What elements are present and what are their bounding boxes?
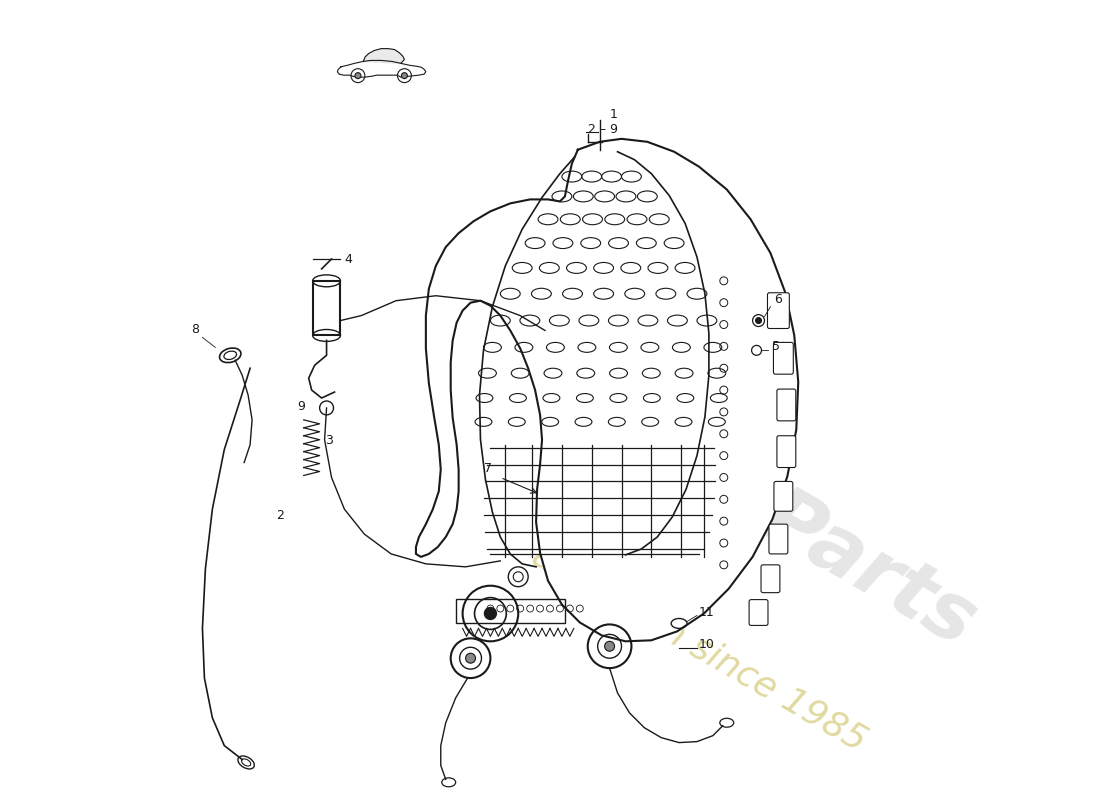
Circle shape xyxy=(465,654,475,663)
Circle shape xyxy=(484,607,496,619)
Text: a passion since 1985: a passion since 1985 xyxy=(526,538,872,758)
FancyBboxPatch shape xyxy=(774,482,793,511)
FancyBboxPatch shape xyxy=(777,436,795,467)
Circle shape xyxy=(402,73,407,78)
Text: 9: 9 xyxy=(297,400,305,413)
Text: 4: 4 xyxy=(344,253,352,266)
Text: 1: 1 xyxy=(609,107,617,121)
Text: 11: 11 xyxy=(698,606,715,619)
Text: 3: 3 xyxy=(326,434,333,446)
Bar xyxy=(455,598,565,623)
Text: 2 – 9: 2 – 9 xyxy=(587,123,618,136)
Bar xyxy=(312,281,341,335)
Text: 8: 8 xyxy=(191,323,199,337)
FancyBboxPatch shape xyxy=(769,524,788,554)
FancyBboxPatch shape xyxy=(761,565,780,593)
FancyBboxPatch shape xyxy=(768,293,790,329)
FancyBboxPatch shape xyxy=(749,600,768,626)
FancyBboxPatch shape xyxy=(773,342,793,374)
Text: 7: 7 xyxy=(484,462,493,474)
Text: 10: 10 xyxy=(698,638,715,651)
Circle shape xyxy=(605,642,615,651)
Text: 6: 6 xyxy=(774,293,782,306)
Circle shape xyxy=(756,318,761,323)
Text: euroParts: euroParts xyxy=(568,375,989,663)
Text: 2: 2 xyxy=(276,509,284,522)
Polygon shape xyxy=(416,139,799,642)
FancyBboxPatch shape xyxy=(777,389,795,421)
Circle shape xyxy=(355,73,361,78)
Text: 5: 5 xyxy=(772,340,780,354)
Polygon shape xyxy=(363,49,405,63)
